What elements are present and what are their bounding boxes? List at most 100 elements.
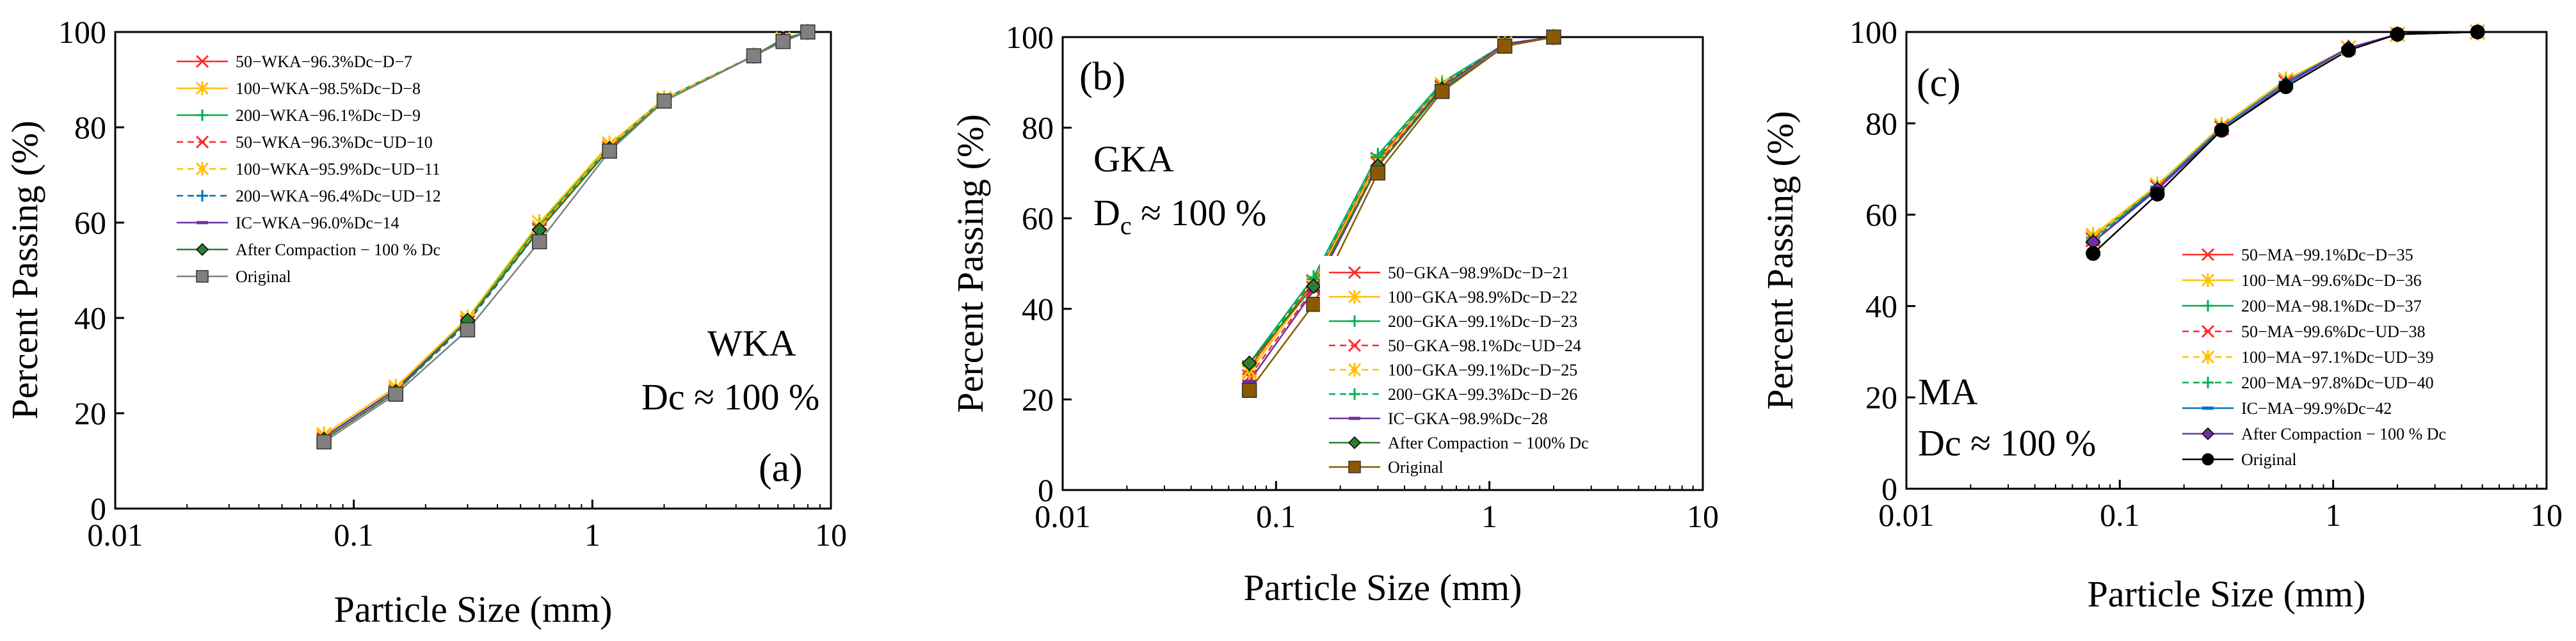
legend-marker-c-9 <box>2202 453 2214 466</box>
dc-label-b-sub: c <box>1120 211 1132 240</box>
y-tick-label-b: 60 <box>1022 200 1054 236</box>
legend-label-a-6: 200−WKA−96.4%Dc−UD−12 <box>236 187 441 205</box>
legend-marker-b-5 <box>1348 363 1362 377</box>
legend-marker-a-3 <box>197 109 208 121</box>
legend-marker-c-3 <box>2202 300 2214 312</box>
y-axis-title-b: Percent Passing (%) <box>949 114 991 413</box>
y-tick-label-a: 20 <box>74 395 106 431</box>
data-point-b-8 <box>1241 355 1257 371</box>
data-point-a-9 <box>316 434 332 450</box>
legend-marker-a-8 <box>195 242 209 257</box>
data-point-c-9 <box>2341 43 2356 58</box>
legend-marker-c-2 <box>2201 273 2215 287</box>
legend-label-a-9: Original <box>236 267 291 286</box>
dc-label-c: Dc ≈ 100 % <box>1918 422 2096 464</box>
y-tick-label-b: 20 <box>1022 381 1054 417</box>
y-tick-label-a: 100 <box>58 14 106 50</box>
data-point-c-9 <box>2150 186 2165 202</box>
x-tick-label-a: 10 <box>815 517 847 553</box>
legend-label-a-8: After Compaction − 100 % Dc <box>236 241 440 259</box>
y-tick-label-c: 20 <box>1865 379 1897 415</box>
dc-label-a: Dc ≈ 100 % <box>641 376 819 418</box>
x-tick-label-b: 10 <box>1687 498 1719 534</box>
legend-marker-c-5 <box>2201 350 2215 364</box>
data-point-b-9 <box>1306 296 1321 312</box>
y-tick-label-a: 80 <box>74 109 106 145</box>
legend-label-b-8: After Compaction − 100% Dc <box>1388 434 1589 452</box>
legend-label-b-3: 200−GKA−99.1%Dc−D−23 <box>1388 312 1577 331</box>
legend-label-c-9: Original <box>2241 450 2297 469</box>
material-label-a: WKA <box>707 322 796 364</box>
y-tick-label-b: 40 <box>1022 291 1054 327</box>
data-point-a-9 <box>460 322 476 338</box>
legend-label-b-9: Original <box>1388 458 1444 477</box>
legend-marker-c-8 <box>2201 427 2215 441</box>
legend-c: 50−MA−99.1%Dc−D−35 100−MA−99.6%Dc−D−36 200… <box>2173 238 2533 475</box>
x-axis-title-b: Particle Size (mm) <box>1244 567 1522 608</box>
x-tick-label-a: 0.01 <box>87 517 143 553</box>
data-point-a-9 <box>800 24 816 40</box>
x-tick-label-c: 1 <box>2325 497 2341 533</box>
legend-marker-a-5 <box>195 162 209 176</box>
chart-layer-c: 0 20 40 60 80 100 0.01 0.1 1 10 50−MA−99.1%Dc−D−35… <box>1849 14 2563 533</box>
data-point-b-9 <box>1434 84 1450 99</box>
legend-label-b-6: 200−GKA−99.3%Dc−D−26 <box>1388 385 1577 404</box>
legend-label-a-7: IC−WKA−96.0%Dc−14 <box>236 214 399 232</box>
data-point-a-9 <box>388 386 404 402</box>
dc-label-b: Dc ≈ 100 % <box>1093 192 1266 240</box>
legend-label-c-6: 200−MA−97.8%Dc−UD−40 <box>2241 374 2434 392</box>
dc-label-b-rest: ≈ 100 % <box>1132 192 1267 233</box>
legend-label-c-4: 50−MA−99.6%Dc−UD−38 <box>2241 322 2426 341</box>
x-axis-title-a: Particle Size (mm) <box>334 589 613 630</box>
x-tick-label-b: 0.01 <box>1034 498 1091 534</box>
legend-marker-c-1 <box>2201 248 2215 262</box>
legend-marker-b-4 <box>1348 338 1362 352</box>
dc-label-b-main: D <box>1093 192 1120 233</box>
legend-marker-a-9 <box>196 270 209 283</box>
legend-label-b-4: 50−GKA−98.1%Dc−UD−24 <box>1388 336 1581 355</box>
legend-a: 50−WKA−96.3%Dc−D−7 100−WKA−98.5%Dc−D−8 200… <box>168 45 469 294</box>
legend-box-a <box>168 45 469 294</box>
data-point-a-9 <box>656 93 672 109</box>
x-tick-label-c: 0.01 <box>1878 497 1935 533</box>
legend-marker-a-1 <box>195 54 209 68</box>
legend-label-c-1: 50−MA−99.1%Dc−D−35 <box>2241 246 2413 264</box>
data-point-a-9 <box>602 143 617 159</box>
legend-marker-b-1 <box>1348 265 1362 280</box>
legend-label-b-7: IC−GKA−98.9%Dc−28 <box>1388 409 1548 428</box>
x-axis-title-c: Particle Size (mm) <box>2088 573 2366 615</box>
data-point-c-9 <box>2278 79 2294 95</box>
legend-marker-b-3 <box>1349 315 1360 327</box>
legend-box-b <box>1320 256 1685 480</box>
legend-label-a-3: 200−WKA−96.1%Dc−D−9 <box>236 106 421 125</box>
x-tick-label-a: 1 <box>584 517 600 553</box>
legend-label-a-2: 100−WKA−98.5%Dc−D−8 <box>236 79 421 98</box>
x-tick-label-b: 1 <box>1481 498 1497 534</box>
data-point-a-9 <box>746 48 762 63</box>
data-point-a-9 <box>775 34 791 49</box>
legend-marker-a-2 <box>195 81 209 95</box>
x-tick-label-a: 0.1 <box>334 517 374 553</box>
legend-marker-a-6 <box>197 190 208 202</box>
y-axis-title-a: Percent Passing (%) <box>4 120 45 419</box>
legend-label-c-3: 200−MA−98.1%Dc−D−37 <box>2241 297 2422 315</box>
y-tick-label-b: 100 <box>1006 19 1054 55</box>
legend-marker-b-8 <box>1348 436 1362 450</box>
y-tick-label-c: 80 <box>1865 106 1897 141</box>
data-point-c-9 <box>2214 123 2229 138</box>
y-tick-label-b: 80 <box>1022 110 1054 146</box>
legend-label-b-1: 50−GKA−98.9%Dc−D−21 <box>1388 264 1569 282</box>
data-point-a-9 <box>531 234 547 249</box>
y-tick-label-a: 0 <box>90 491 106 526</box>
panel-label-b: (b) <box>1079 55 1125 99</box>
y-tick-label-c: 0 <box>1881 471 1897 507</box>
data-point-b-9 <box>1241 383 1257 398</box>
legend-label-a-5: 100−WKA−95.9%Dc−UD−11 <box>236 160 440 178</box>
y-tick-label-c: 60 <box>1865 197 1897 233</box>
legend-box-c <box>2173 238 2533 475</box>
y-tick-label-a: 40 <box>74 300 106 336</box>
panel-label-a: (a) <box>759 447 803 490</box>
y-tick-label-b: 0 <box>1038 472 1054 508</box>
